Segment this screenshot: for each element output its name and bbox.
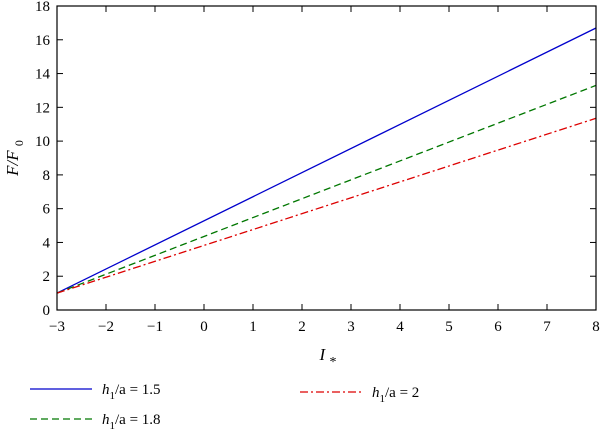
y-tick-label: 6	[43, 202, 51, 218]
x-tick-label: 0	[200, 319, 208, 335]
y-tick-label: 8	[43, 168, 51, 184]
y-tick-label: 16	[35, 33, 51, 49]
x-tick-label: 2	[298, 319, 306, 335]
series-line-3	[56, 117, 597, 294]
x-tick-label: 6	[494, 319, 502, 335]
y-axis-title: F/F 0	[3, 140, 26, 177]
x-tick-label: −3	[49, 319, 65, 335]
legend-label-var: h	[102, 412, 110, 428]
y-tick-label: 0	[43, 303, 51, 319]
x-tick-label: 5	[445, 319, 453, 335]
y-tick-label: 2	[43, 269, 51, 285]
legend-label-var: h	[102, 382, 110, 398]
y-axis-title-subscript: 0	[12, 140, 26, 146]
legend-label-var: h	[372, 385, 380, 401]
x-tick-label: −1	[147, 319, 163, 335]
x-tick-label: 3	[347, 319, 355, 335]
legend: h1/a = 1.5h1/a = 1.8h1/a = 2	[30, 382, 419, 432]
plot-frame	[56, 5, 597, 311]
legend-label-rest: /a = 2	[385, 385, 419, 401]
legend-label-1: h1/a = 1.5	[102, 382, 161, 402]
y-tick-label: 12	[35, 100, 50, 116]
series-layer	[56, 27, 597, 294]
y-axis-title-main: F/F	[3, 150, 22, 177]
legend-label-subscript: 1	[380, 393, 386, 405]
x-axis-title-main: I	[319, 345, 327, 364]
y-tick-label: 10	[35, 134, 50, 150]
y-tick-label: 4	[43, 235, 51, 251]
x-axis-title-subscript: *	[329, 355, 336, 370]
legend-label-3: h1/a = 2	[372, 385, 419, 405]
legend-label-subscript: 1	[110, 390, 116, 402]
x-tick-label: 8	[592, 319, 600, 335]
y-tick-label: 14	[35, 67, 51, 83]
series-line-2	[56, 84, 597, 294]
x-tick-label: 7	[543, 319, 551, 335]
x-tick-label: −2	[98, 319, 114, 335]
legend-label-2: h1/a = 1.8	[102, 412, 161, 432]
x-tick-label: 4	[396, 319, 404, 335]
legend-label-rest: /a = 1.5	[115, 382, 161, 398]
legend-label-rest: /a = 1.8	[115, 412, 161, 428]
x-axis-title: I *	[319, 345, 337, 370]
x-tick-label: 1	[249, 319, 257, 335]
series-line-1	[56, 27, 597, 294]
y-tick-label: 18	[35, 0, 50, 15]
legend-label-subscript: 1	[110, 420, 116, 432]
